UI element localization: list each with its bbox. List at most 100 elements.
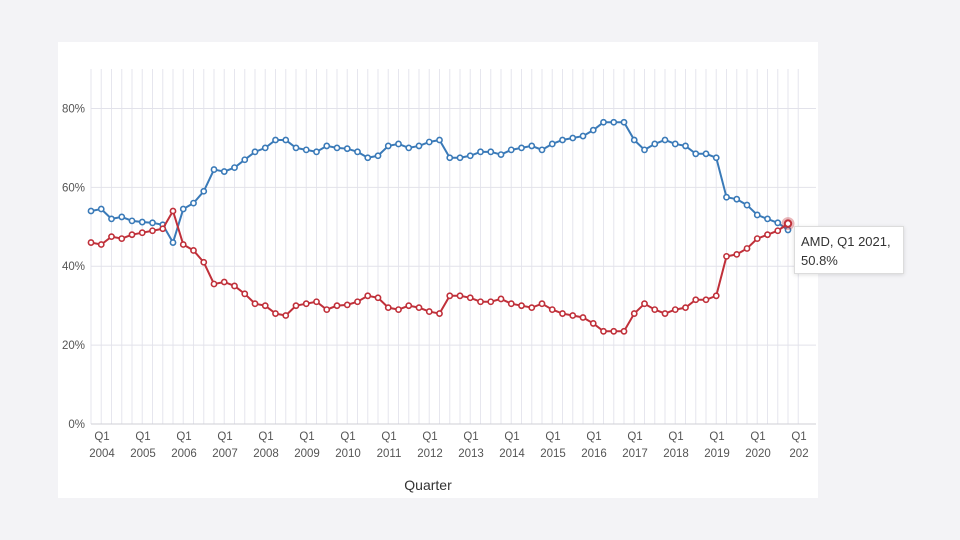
data-point[interactable] xyxy=(466,294,474,302)
data-point[interactable] xyxy=(272,136,279,144)
data-point[interactable] xyxy=(405,302,413,310)
data-point[interactable] xyxy=(436,310,443,317)
data-point[interactable] xyxy=(220,278,228,286)
data-point[interactable] xyxy=(323,306,331,314)
data-point[interactable] xyxy=(579,314,587,321)
data-point[interactable] xyxy=(620,327,628,335)
data-point[interactable] xyxy=(589,126,597,134)
data-point[interactable] xyxy=(702,296,710,304)
data-point[interactable] xyxy=(538,300,546,308)
data-point[interactable] xyxy=(682,304,689,312)
data-point[interactable] xyxy=(190,199,197,207)
data-point[interactable] xyxy=(630,310,638,317)
data-point[interactable] xyxy=(712,154,720,162)
data-point[interactable] xyxy=(692,296,700,304)
data-point[interactable] xyxy=(425,308,433,315)
data-point[interactable] xyxy=(651,140,659,148)
data-point[interactable] xyxy=(456,154,464,162)
data-point[interactable] xyxy=(354,298,361,306)
data-point[interactable] xyxy=(569,312,577,319)
series-1[interactable] xyxy=(87,207,792,335)
data-point[interactable] xyxy=(149,219,156,227)
data-point[interactable] xyxy=(528,304,536,312)
data-point[interactable] xyxy=(108,215,115,223)
data-point[interactable] xyxy=(723,193,730,201)
data-point[interactable] xyxy=(487,298,495,306)
data-point[interactable] xyxy=(579,132,587,140)
series[interactable] xyxy=(87,118,795,335)
data-point[interactable] xyxy=(661,310,669,317)
data-point[interactable] xyxy=(620,118,628,126)
data-point[interactable] xyxy=(343,301,351,309)
data-point[interactable] xyxy=(415,304,423,312)
data-point[interactable] xyxy=(97,205,105,213)
data-point[interactable] xyxy=(210,280,218,288)
data-point[interactable] xyxy=(743,201,751,209)
data-point[interactable] xyxy=(774,219,782,227)
data-point[interactable] xyxy=(487,148,495,156)
data-point[interactable] xyxy=(241,290,249,298)
data-point[interactable] xyxy=(87,239,95,246)
data-point[interactable] xyxy=(723,252,730,260)
data-point[interactable] xyxy=(261,302,269,310)
data-point[interactable] xyxy=(251,148,259,156)
data-point[interactable] xyxy=(200,187,208,195)
data-point[interactable] xyxy=(149,227,156,235)
data-point[interactable] xyxy=(343,145,351,153)
data-point[interactable] xyxy=(733,195,741,203)
data-point[interactable] xyxy=(241,156,249,164)
data-point[interactable] xyxy=(97,241,105,248)
data-point[interactable] xyxy=(507,300,515,308)
data-point[interactable] xyxy=(231,282,238,290)
highlighted-data-point[interactable] xyxy=(783,219,793,228)
data-point[interactable] xyxy=(589,320,597,327)
data-point[interactable] xyxy=(138,218,146,226)
data-point[interactable] xyxy=(292,144,300,152)
data-point[interactable] xyxy=(108,233,115,241)
data-point[interactable] xyxy=(702,150,710,158)
data-point[interactable] xyxy=(384,142,392,150)
data-point[interactable] xyxy=(272,310,279,317)
data-point[interactable] xyxy=(733,250,741,258)
data-point[interactable] xyxy=(528,142,536,150)
data-point[interactable] xyxy=(446,292,454,300)
data-point[interactable] xyxy=(200,258,208,266)
data-point[interactable] xyxy=(302,146,310,154)
data-point[interactable] xyxy=(302,300,310,308)
data-point[interactable] xyxy=(559,136,566,144)
data-point[interactable] xyxy=(753,235,761,243)
data-point[interactable] xyxy=(518,302,525,310)
data-point[interactable] xyxy=(610,327,618,335)
data-point[interactable] xyxy=(764,231,771,239)
data-point[interactable] xyxy=(538,146,546,154)
data-point[interactable] xyxy=(333,302,341,310)
data-point[interactable] xyxy=(374,152,382,160)
data-point[interactable] xyxy=(436,136,443,144)
data-point[interactable] xyxy=(210,166,218,173)
data-point[interactable] xyxy=(169,239,177,246)
data-point[interactable] xyxy=(384,304,392,312)
data-point[interactable] xyxy=(548,140,556,148)
data-point[interactable] xyxy=(405,144,413,152)
data-point[interactable] xyxy=(169,207,177,215)
data-point[interactable] xyxy=(364,154,372,162)
data-point[interactable] xyxy=(641,146,648,154)
data-point[interactable] xyxy=(559,310,566,317)
data-point[interactable] xyxy=(179,241,187,248)
data-point[interactable] xyxy=(333,144,341,152)
data-point[interactable] xyxy=(251,300,259,308)
data-point[interactable] xyxy=(661,136,669,144)
data-point[interactable] xyxy=(128,217,136,225)
data-point[interactable] xyxy=(395,140,402,148)
data-point[interactable] xyxy=(374,294,382,302)
data-point[interactable] xyxy=(712,292,720,300)
data-point[interactable] xyxy=(179,205,187,213)
data-point[interactable] xyxy=(282,312,290,319)
data-point[interactable] xyxy=(477,298,484,306)
data-point[interactable] xyxy=(220,168,228,175)
data-point[interactable] xyxy=(600,118,607,126)
data-point[interactable] xyxy=(354,148,361,156)
data-point[interactable] xyxy=(395,306,402,314)
data-point[interactable] xyxy=(497,295,505,303)
data-point[interactable] xyxy=(456,292,464,300)
